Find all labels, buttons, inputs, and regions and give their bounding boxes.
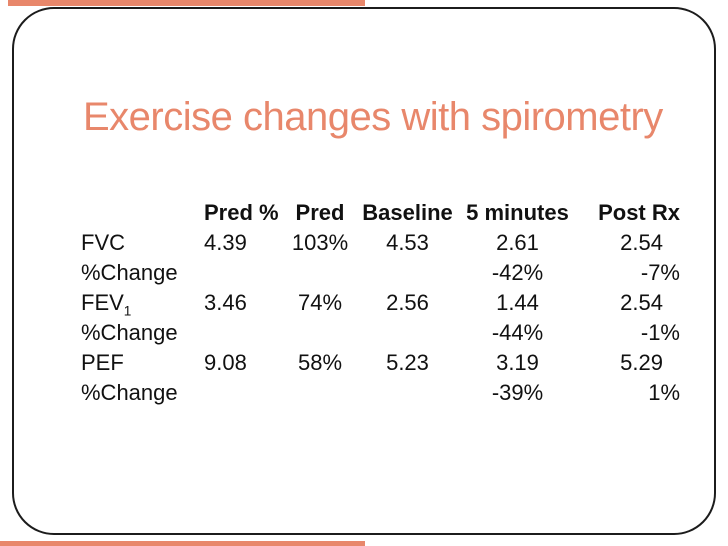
table-cell: 58% <box>297 350 343 375</box>
table-row: PEF 9.08 58% 5.23 3.19 5.29 <box>81 348 680 378</box>
table-cell: 2.54 <box>620 290 663 315</box>
table-cell: 2.54 <box>620 230 663 255</box>
table-row: %Change -42% -7% <box>81 258 680 288</box>
column-header: Pred % <box>204 200 279 225</box>
row-label: %Change <box>81 380 178 405</box>
table-cell: -39% <box>491 380 544 405</box>
table-cell <box>360 258 455 288</box>
spirometry-table: Pred % Pred Baseline 5 minutes Post Rx FVC 4.… <box>81 198 680 408</box>
table-cell: 3.19 <box>496 350 539 375</box>
table-cell: 1.44 <box>496 290 539 315</box>
page-title: Exercise changes with spirometry <box>83 95 663 139</box>
slide-border <box>12 7 716 535</box>
row-label-subscript: 1 <box>123 303 132 319</box>
column-header: Pred <box>295 200 345 225</box>
table-row: FVC 4.39 103% 4.53 2.61 2.54 <box>81 228 680 258</box>
table-cell: -7% <box>640 260 680 285</box>
table-cell: 1% <box>648 380 680 405</box>
table-cell <box>360 318 455 348</box>
table-cell: -44% <box>491 320 544 345</box>
table-cell: 5.23 <box>386 350 429 375</box>
table-cell <box>360 378 455 408</box>
table-header-row: Pred % Pred Baseline 5 minutes Post Rx <box>81 198 680 228</box>
row-label: %Change <box>81 260 178 285</box>
column-header: Baseline <box>362 200 453 225</box>
row-label: FVC <box>81 230 125 255</box>
table-cell: 5.29 <box>620 350 663 375</box>
table-body: FVC 4.39 103% 4.53 2.61 2.54 %Change -42% -7% FEV… <box>81 228 680 408</box>
table-cell: 74% <box>297 290 343 315</box>
table-cell: 4.39 <box>204 230 247 255</box>
table-cell: 4.53 <box>386 230 429 255</box>
table-row: %Change -44% -1% <box>81 318 680 348</box>
table-cell: 2.56 <box>386 290 429 315</box>
row-label: FEV1 <box>81 290 132 319</box>
column-header: Post Rx <box>598 200 680 225</box>
table-cell <box>280 258 360 288</box>
column-header: 5 minutes <box>466 200 569 225</box>
table-cell <box>204 318 280 348</box>
column-header <box>81 198 204 228</box>
table-cell: -42% <box>491 260 544 285</box>
top-accent-bar <box>8 0 365 6</box>
table-cell <box>280 318 360 348</box>
table-cell <box>280 378 360 408</box>
table-cell <box>204 258 280 288</box>
table-cell: 2.61 <box>496 230 539 255</box>
table-cell: -1% <box>640 320 680 345</box>
bottom-accent-bar <box>0 541 365 546</box>
table-cell <box>204 378 280 408</box>
table-row: %Change -39% 1% <box>81 378 680 408</box>
row-label: PEF <box>81 350 124 375</box>
table-cell: 3.46 <box>204 290 247 315</box>
table-cell: 103% <box>291 230 349 255</box>
table-row: FEV1 3.46 74% 2.56 1.44 2.54 <box>81 288 680 318</box>
row-label: %Change <box>81 320 178 345</box>
table-cell: 9.08 <box>204 350 247 375</box>
